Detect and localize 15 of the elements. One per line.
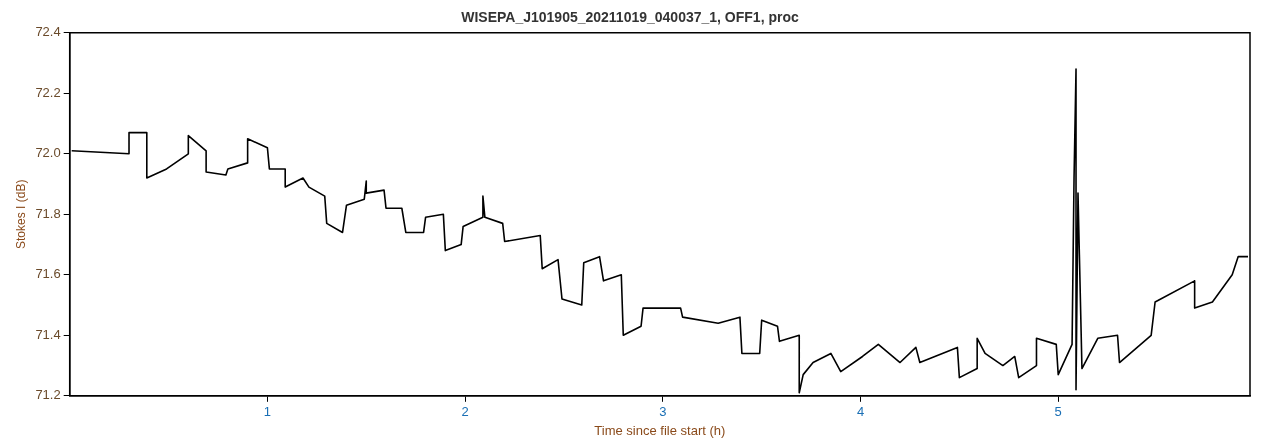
- y-tick-label: 71.8: [35, 205, 61, 221]
- y-tick-label: 72.0: [35, 145, 61, 161]
- chart-title: WISEPA_J101905_20211019_040037_1, OFF1, proc: [461, 9, 799, 26]
- x-tick-label: 4: [856, 404, 865, 420]
- y-tick-label: 71.4: [35, 326, 61, 342]
- x-axis-title: Time since file start (h): [594, 422, 726, 438]
- y-tick-label: 72.2: [35, 84, 61, 100]
- y-tick-label: 71.6: [35, 266, 61, 282]
- y-tick-label: 71.2: [35, 387, 61, 403]
- y-tick-label: 72.4: [35, 24, 61, 40]
- y-axis-title: Stokes I (dB): [13, 179, 28, 249]
- x-tick-label: 2: [461, 404, 469, 420]
- x-tick-label: 3: [659, 404, 667, 420]
- x-tick-label: 5: [1054, 404, 1062, 420]
- x-tick-label: 1: [263, 404, 272, 420]
